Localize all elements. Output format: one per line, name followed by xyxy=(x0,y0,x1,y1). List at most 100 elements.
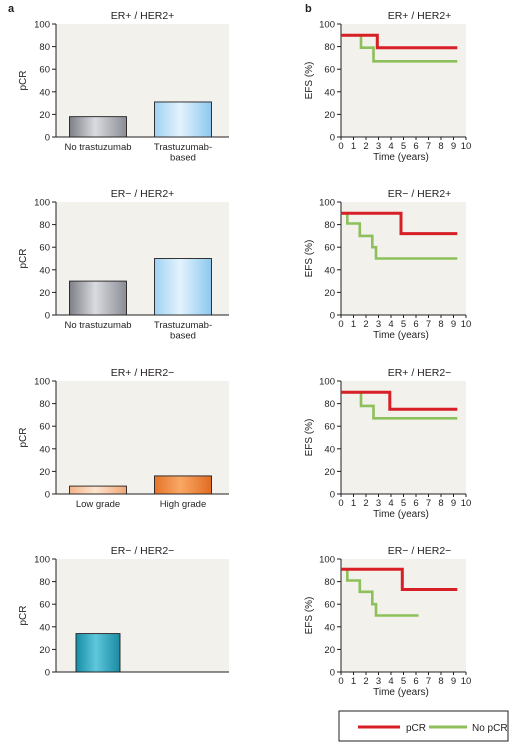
y-axis-label: pCR xyxy=(18,248,29,268)
y-tick-label: 0 xyxy=(330,668,335,679)
y-axis-label: pCR xyxy=(18,427,29,447)
x-axis-label: Time (years) xyxy=(373,152,429,163)
x-tick-label: 5 xyxy=(401,676,406,687)
y-tick-label: 0 xyxy=(45,311,50,322)
y-tick-label: 40 xyxy=(39,87,50,98)
y-tick-label: 60 xyxy=(324,422,335,433)
y-tick-label: 80 xyxy=(324,42,335,53)
category-label: No trastuzumab xyxy=(64,320,131,331)
pcr-curve xyxy=(341,33,458,50)
x-tick-label: 10 xyxy=(461,319,472,330)
y-tick-label: 40 xyxy=(324,622,335,633)
pcr-curve xyxy=(341,390,458,411)
y-tick-label: 20 xyxy=(324,645,335,656)
chart-title: ER− / HER2− xyxy=(111,545,175,557)
x-axis-label: Time (years) xyxy=(373,687,429,698)
bar-chart-3: ER+ / HER2− 0 20 40 60 80 100 pCR Low grade High … xyxy=(18,367,229,510)
chart-title: ER− / HER2− xyxy=(388,545,452,557)
y-tick-label: 20 xyxy=(39,467,50,478)
category-label: High grade xyxy=(160,499,206,510)
x-axis-label: Time (years) xyxy=(373,509,429,520)
x-tick-label: 2 xyxy=(363,676,368,687)
y-tick-label: 20 xyxy=(39,288,50,299)
x-tick-label: 0 xyxy=(338,676,343,687)
y-tick-label: 80 xyxy=(324,399,335,410)
y-tick-label: 20 xyxy=(324,467,335,478)
chart-title: ER+ / HER2− xyxy=(388,367,452,379)
chart-title: ER− / HER2+ xyxy=(111,188,175,200)
y-tick-label: 80 xyxy=(324,220,335,231)
y-tick-label: 80 xyxy=(39,399,50,410)
x-tick-label: 0 xyxy=(338,319,343,330)
x-tick-label: 1 xyxy=(351,319,356,330)
category-label: based xyxy=(170,153,196,164)
y-tick-label: 20 xyxy=(39,645,50,656)
x-tick-label: 1 xyxy=(351,498,356,509)
y-tick-label: 100 xyxy=(319,555,335,566)
y-tick-label: 20 xyxy=(39,110,50,121)
bar xyxy=(154,258,212,316)
x-tick-label: 5 xyxy=(401,141,406,152)
x-tick-label: 7 xyxy=(426,676,431,687)
x-tick-label: 6 xyxy=(413,141,418,152)
category-label: based xyxy=(170,331,196,342)
y-tick-label: 60 xyxy=(39,65,50,76)
bar xyxy=(69,116,127,138)
y-axis-label: EFS (%) xyxy=(304,597,315,635)
y-tick-label: 100 xyxy=(34,377,50,388)
x-tick-label: 7 xyxy=(426,319,431,330)
x-tick-label: 10 xyxy=(461,498,472,509)
y-tick-label: 60 xyxy=(324,65,335,76)
x-tick-label: 4 xyxy=(388,319,393,330)
legend: pCR No pCR xyxy=(338,710,509,742)
bar xyxy=(154,101,212,138)
x-tick-label: 9 xyxy=(451,676,456,687)
x-tick-label: 6 xyxy=(413,319,418,330)
chart-title: ER+ / HER2+ xyxy=(388,10,452,22)
pcr-curve xyxy=(341,211,458,236)
x-tick-label: 9 xyxy=(451,319,456,330)
y-tick-label: 0 xyxy=(330,490,335,501)
x-tick-label: 3 xyxy=(376,676,381,687)
bar xyxy=(69,485,127,495)
panel-label-b: b xyxy=(305,3,312,15)
legend-pcr-label: pCR xyxy=(406,723,426,734)
y-tick-label: 40 xyxy=(39,265,50,276)
y-axis-label: EFS (%) xyxy=(304,419,315,457)
category-label: Low grade xyxy=(76,499,120,510)
y-tick-label: 40 xyxy=(324,265,335,276)
y-tick-label: 80 xyxy=(39,577,50,588)
bar-chart-1: ER+ / HER2+ 0 20 40 60 80 100 pCR No trastuzumab… xyxy=(18,10,229,164)
category-label: Trastuzumab- xyxy=(154,320,212,331)
x-tick-label: 2 xyxy=(363,319,368,330)
chart-title: ER+ / HER2+ xyxy=(111,10,175,22)
pcr-curve xyxy=(341,567,458,591)
y-tick-label: 60 xyxy=(324,243,335,254)
y-tick-label: 40 xyxy=(39,622,50,633)
y-tick-label: 0 xyxy=(330,311,335,322)
chart-title: ER− / HER2+ xyxy=(388,188,452,200)
y-tick-label: 60 xyxy=(39,600,50,611)
x-tick-label: 8 xyxy=(438,141,443,152)
bar xyxy=(154,475,212,495)
x-tick-label: 2 xyxy=(363,141,368,152)
bar xyxy=(75,633,121,673)
chart-title: ER+ / HER2− xyxy=(111,367,175,379)
x-tick-label: 0 xyxy=(338,141,343,152)
x-tick-label: 2 xyxy=(363,498,368,509)
y-tick-label: 80 xyxy=(39,42,50,53)
y-axis-label: pCR xyxy=(18,605,29,625)
category-label: No trastuzumab xyxy=(64,142,131,153)
y-tick-label: 0 xyxy=(330,133,335,144)
y-axis-label: pCR xyxy=(18,70,29,90)
no-pcr-curve xyxy=(341,212,458,260)
x-tick-label: 10 xyxy=(461,676,472,687)
y-tick-label: 100 xyxy=(34,198,50,209)
x-tick-label: 4 xyxy=(388,141,393,152)
y-axis-label: EFS (%) xyxy=(304,240,315,278)
